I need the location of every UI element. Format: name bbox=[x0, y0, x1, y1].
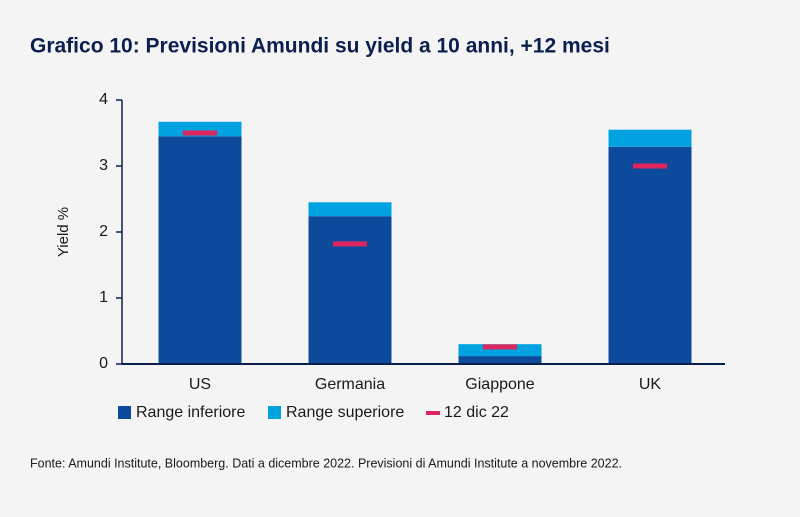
x-tick-label: Germania bbox=[315, 376, 385, 393]
bar-segment bbox=[608, 129, 692, 147]
legend-label: Range inferiore bbox=[136, 404, 246, 421]
legend-label: 12 dic 22 bbox=[444, 404, 509, 421]
bar-segment bbox=[458, 356, 542, 364]
y-tick-label: 4 bbox=[99, 91, 108, 108]
bar-segment bbox=[308, 216, 392, 364]
legend-swatch bbox=[118, 406, 131, 419]
chart-title: Grafico 10: Previsioni Amundi su yield a… bbox=[30, 35, 610, 58]
bar-segment bbox=[158, 121, 242, 137]
bar-segment bbox=[458, 344, 542, 357]
source-note: Fonte: Amundi Institute, Bloomberg. Dati… bbox=[30, 456, 622, 470]
y-axis-label: Yield % bbox=[55, 207, 72, 257]
legend-label: Range superiore bbox=[286, 404, 404, 421]
bar-segment bbox=[308, 202, 392, 217]
bar-segment bbox=[158, 136, 242, 364]
legend-swatch bbox=[268, 406, 281, 419]
x-tick-label: UK bbox=[639, 376, 662, 393]
y-tick-label: 0 bbox=[99, 355, 108, 372]
bar-segment bbox=[608, 146, 692, 364]
y-tick-label: 1 bbox=[99, 289, 108, 306]
x-tick-label: US bbox=[189, 376, 211, 393]
y-tick-label: 3 bbox=[99, 157, 108, 174]
x-tick-label: Giappone bbox=[465, 376, 534, 393]
y-tick-label: 2 bbox=[99, 223, 108, 240]
